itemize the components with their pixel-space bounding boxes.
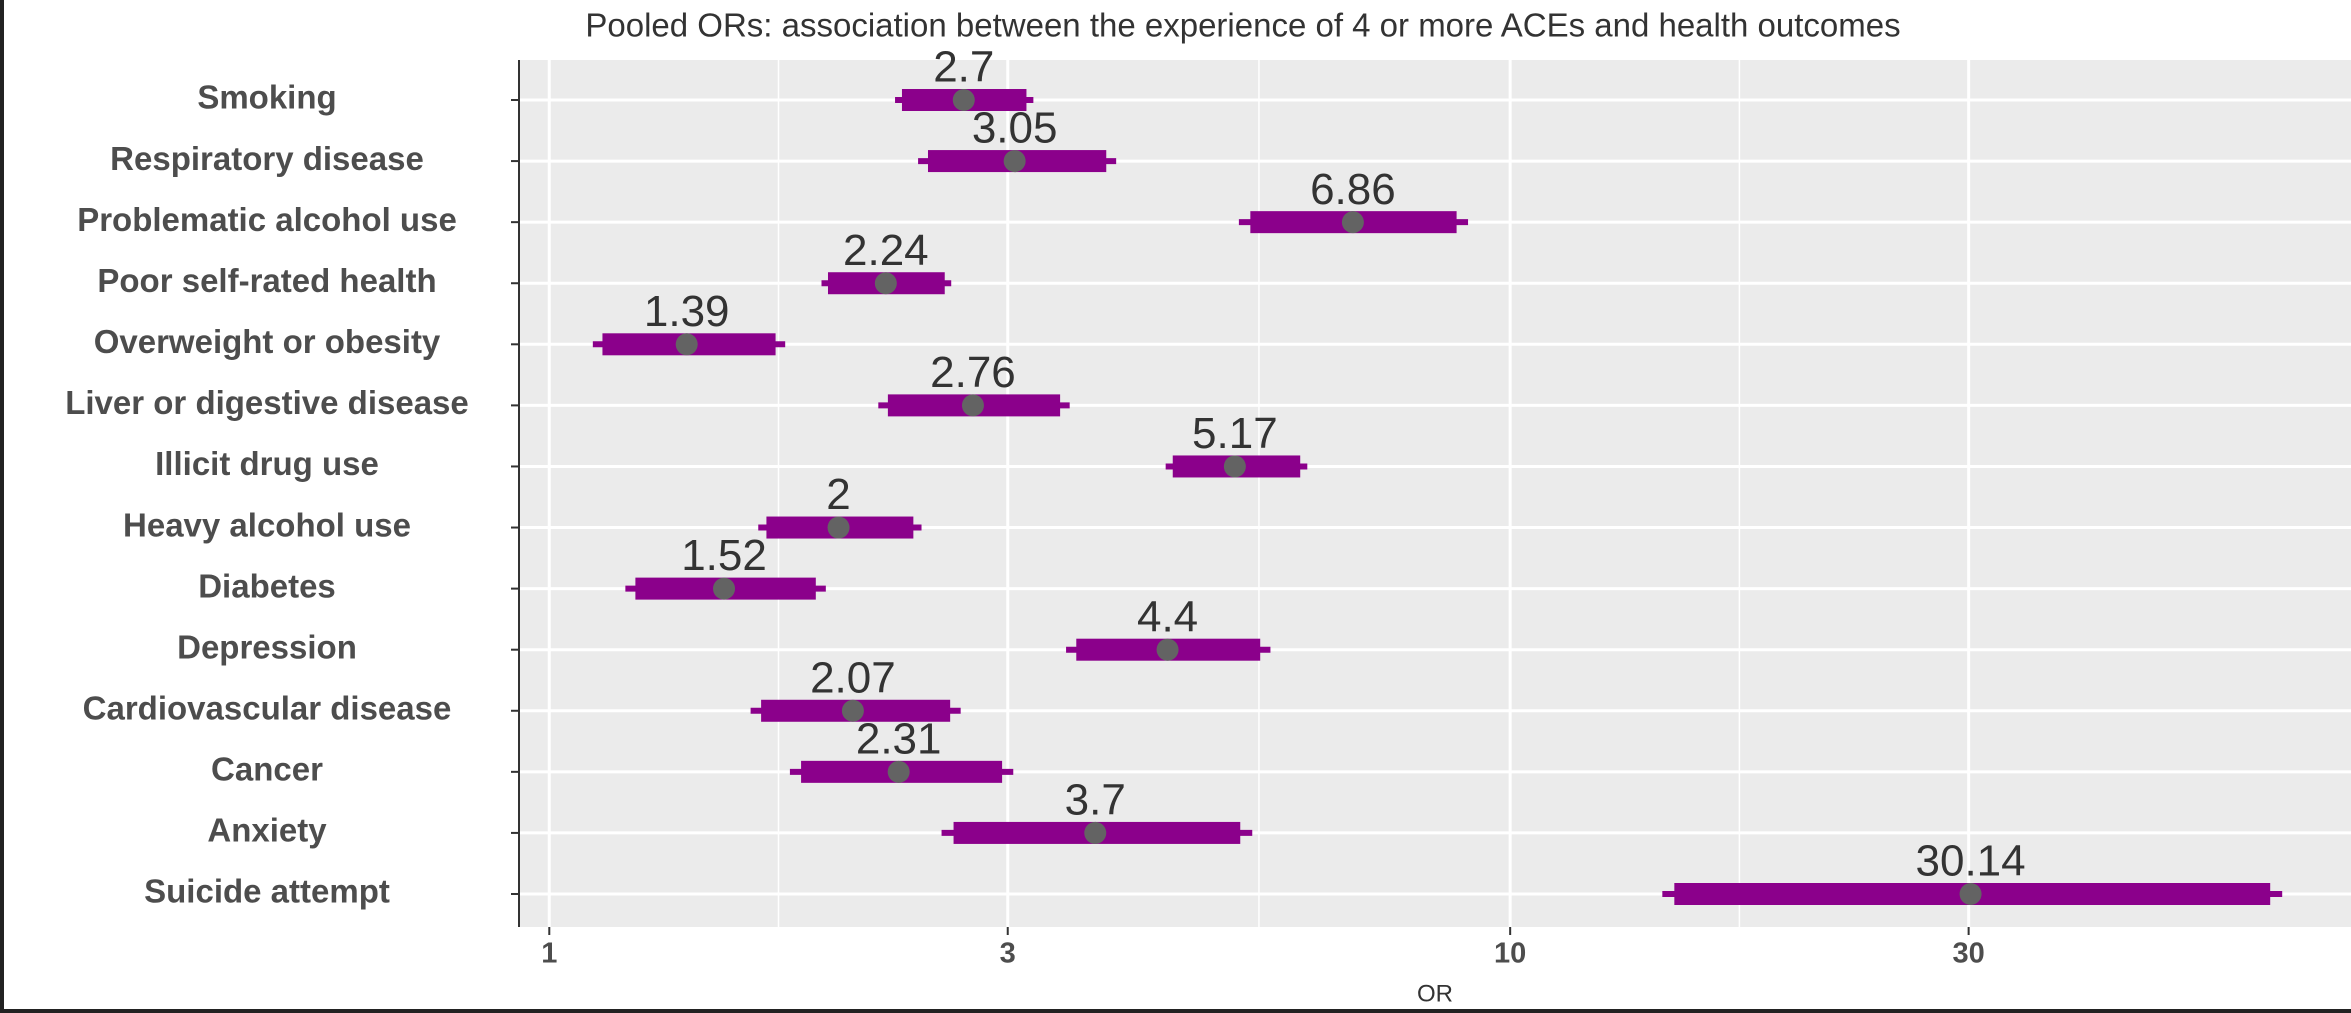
x-axis-label: OR	[1417, 980, 1453, 1007]
left-border	[0, 0, 4, 1013]
y-tick-label: Anxiety	[207, 812, 327, 849]
point	[1003, 150, 1026, 173]
value-label: 4.4	[1137, 592, 1198, 641]
bottom-border	[0, 1009, 2351, 1013]
value-label: 2.31	[856, 714, 942, 763]
y-tick-label: Overweight or obesity	[94, 323, 441, 360]
value-label: 2.7	[933, 43, 994, 92]
point	[887, 760, 910, 783]
y-tick-label: Illicit drug use	[155, 445, 379, 482]
y-tick-label: Depression	[177, 628, 357, 665]
point	[1084, 821, 1107, 844]
value-label: 5.17	[1192, 409, 1278, 458]
y-tick-label: Poor self-rated health	[97, 262, 436, 299]
x-tick-label: 30	[1952, 938, 1984, 970]
y-tick-label: Suicide attempt	[144, 873, 390, 910]
value-label: 30.14	[1916, 837, 2026, 886]
y-tick-label: Respiratory disease	[110, 140, 424, 177]
y-tick-label: Diabetes	[198, 567, 336, 604]
chart-title: Pooled ORs: association between the expe…	[585, 7, 1900, 44]
point	[827, 516, 850, 539]
point	[675, 333, 698, 356]
point	[952, 89, 975, 111]
value-label: 2.07	[810, 653, 896, 702]
x-tick-label: 3	[1000, 938, 1016, 970]
value-label: 1.52	[681, 531, 767, 580]
point	[1959, 883, 1982, 905]
point	[874, 272, 897, 295]
point	[1341, 211, 1364, 234]
value-label: 1.39	[644, 287, 730, 336]
y-tick-label: Smoking	[197, 79, 336, 116]
y-tick-label: Cardiovascular disease	[83, 689, 452, 726]
value-label: 3.05	[972, 104, 1058, 153]
point	[841, 699, 864, 722]
plot-panel	[519, 60, 2351, 927]
x-tick-label: 10	[1494, 938, 1526, 970]
y-tick-label: Liver or digestive disease	[65, 384, 469, 421]
point	[1156, 638, 1179, 661]
value-label: 2	[826, 470, 850, 519]
y-tick-label: Heavy alcohol use	[123, 506, 411, 543]
point	[961, 394, 984, 417]
y-tick-label: Problematic alcohol use	[77, 201, 457, 238]
x-tick-label: 1	[541, 938, 557, 970]
value-label: 3.7	[1065, 776, 1126, 825]
value-label: 2.24	[843, 226, 929, 275]
point	[1223, 455, 1246, 478]
y-tick-label: Cancer	[211, 751, 323, 788]
value-label: 6.86	[1310, 165, 1396, 214]
value-label: 2.76	[930, 348, 1016, 397]
point	[713, 577, 736, 600]
